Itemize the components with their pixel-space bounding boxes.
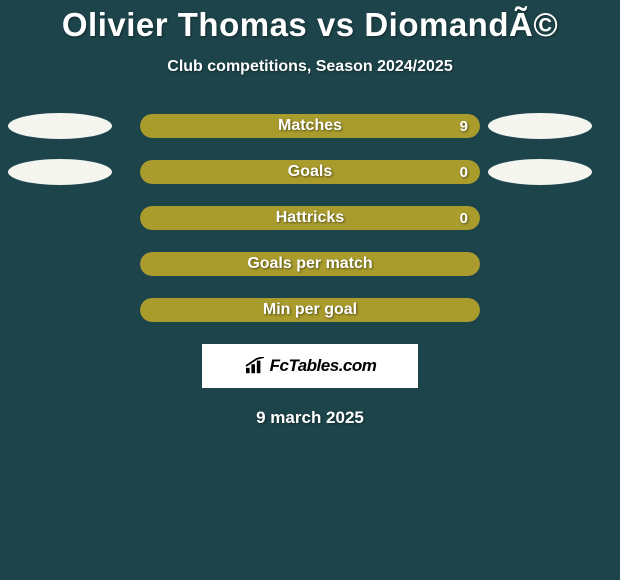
page-subtitle: Club competitions, Season 2024/2025 [0, 58, 620, 76]
stat-row: Hattricks0 [0, 206, 620, 230]
stat-label: Hattricks [140, 206, 480, 230]
stat-bar: Hattricks0 [140, 206, 480, 230]
stat-row: Goals per match [0, 252, 620, 276]
chart-icon [244, 357, 266, 375]
stat-row: Goals0 [0, 160, 620, 184]
page-title: Olivier Thomas vs DiomandÃ© [0, 0, 620, 44]
stat-row: Matches9 [0, 114, 620, 138]
logo-box: FcTables.com [202, 344, 418, 388]
stat-label: Min per goal [140, 298, 480, 322]
stat-bar: Goals per match [140, 252, 480, 276]
player-ellipse-left [8, 113, 112, 139]
stat-bar: Min per goal [140, 298, 480, 322]
player-ellipse-right [488, 159, 592, 185]
stat-label: Matches [140, 114, 480, 138]
stat-rows: Matches9Goals0Hattricks0Goals per matchM… [0, 114, 620, 322]
logo-text: FcTables.com [270, 356, 377, 376]
stat-label: Goals [140, 160, 480, 184]
player-ellipse-right [488, 113, 592, 139]
player-ellipse-left [8, 159, 112, 185]
stat-row: Min per goal [0, 298, 620, 322]
stat-bar: Matches9 [140, 114, 480, 138]
stat-value: 0 [460, 206, 468, 230]
stat-value: 9 [460, 114, 468, 138]
date-text: 9 march 2025 [0, 408, 620, 428]
stat-label: Goals per match [140, 252, 480, 276]
stat-value: 0 [460, 160, 468, 184]
stat-bar: Goals0 [140, 160, 480, 184]
